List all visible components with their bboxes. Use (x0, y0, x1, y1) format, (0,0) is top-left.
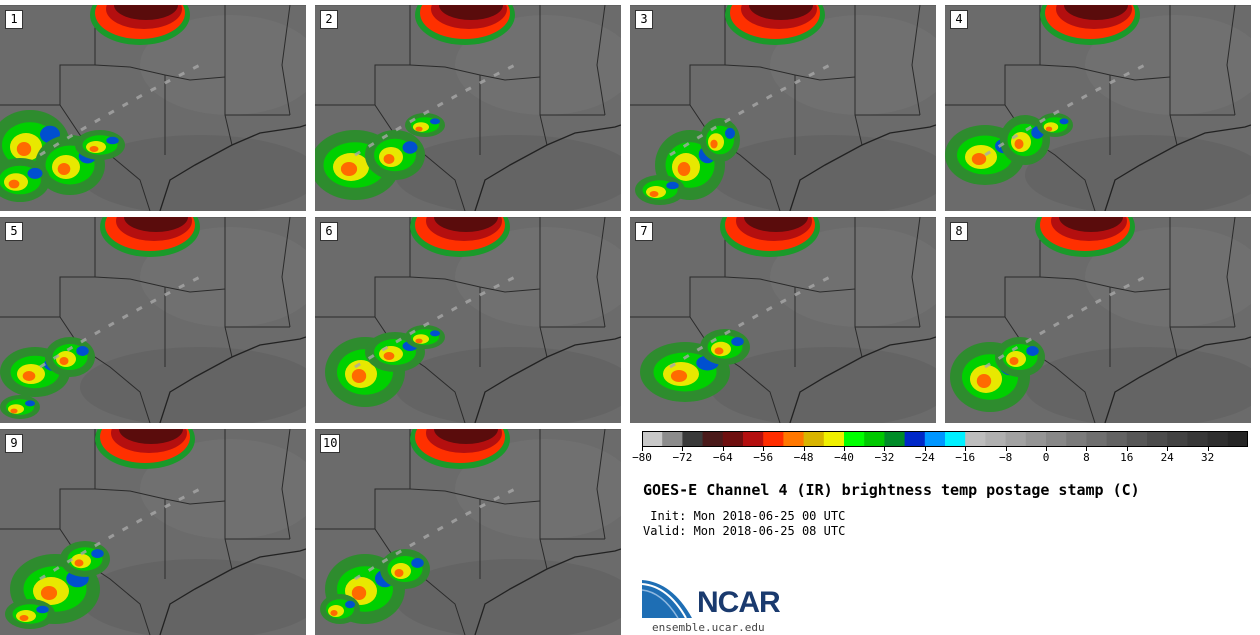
colorbar-segment (763, 431, 784, 447)
colorbar-tick-label: −24 (914, 451, 935, 464)
colorbar-tick-label: −48 (793, 451, 814, 464)
valid-time: Valid: Mon 2018-06-25 08 UTC (643, 524, 846, 538)
colorbar-tick-mark (1086, 447, 1088, 451)
colorbar-tick-mark (884, 447, 886, 451)
map-panel-10: 10 (315, 429, 621, 635)
logo-text: NCAR (697, 586, 781, 619)
colorbar-segment (702, 431, 724, 447)
map-panel-6: 6 (315, 217, 621, 423)
colorbar-tick-label: −32 (874, 451, 895, 464)
map-panel-9: 9 (0, 429, 306, 635)
colorbar-tick-mark (642, 447, 643, 451)
colorbar-segment (1025, 431, 1047, 447)
colorbar-segment (783, 431, 805, 447)
colorbar-segment (884, 431, 906, 447)
colorbar-tick-mark (965, 447, 967, 451)
colorbar-segment (945, 431, 966, 447)
site-url: ensemble.ucar.edu (652, 621, 765, 634)
map-panel-7: 7 (630, 217, 936, 423)
colorbar-segment (642, 431, 663, 447)
colorbar-tick-label: −16 (955, 451, 976, 464)
figure-title: GOES-E Channel 4 (IR) brightness temp po… (643, 481, 1140, 499)
panel-label: 9 (5, 434, 23, 453)
colorbar-tick-label: −64 (712, 451, 733, 464)
colorbar-tick-label: −72 (672, 451, 693, 464)
colorbar-segment (722, 431, 744, 447)
colorbar-segment (1187, 431, 1209, 447)
colorbar-tick-mark (924, 447, 926, 451)
colorbar-segment (1086, 431, 1108, 447)
colorbar-tick-label: 32 (1200, 451, 1215, 464)
colorbar-ticks: −80 −72 −64 −56 −48 −40 −32 −24 −16 −8 0 8 16 24 32 (632, 447, 1248, 467)
map-panel-4: 4 (945, 5, 1251, 211)
panel-label: 6 (320, 222, 338, 241)
panel-label: 5 (5, 222, 23, 241)
colorbar-segment (682, 431, 704, 447)
colorbar-segment (864, 431, 885, 447)
colorbar-tick-mark (803, 447, 805, 451)
colorbar-tick-mark (844, 447, 845, 451)
colorbar-segment (1167, 431, 1188, 447)
colorbar (642, 431, 1248, 447)
colorbar-tick-label: 16 (1120, 451, 1134, 464)
colorbar-segment (904, 431, 926, 447)
colorbar-segment (924, 431, 946, 447)
panel-label: 7 (635, 222, 653, 241)
colorbar-tick-label: 24 (1160, 451, 1174, 464)
colorbar-segment (1227, 431, 1248, 447)
map-panel-3: 3 (630, 5, 936, 211)
colorbar-segment (1046, 431, 1067, 447)
colorbar-segment (662, 431, 683, 447)
colorbar-segment (1126, 431, 1148, 447)
colorbar-tick-label: −56 (753, 451, 774, 464)
colorbar-segment (1066, 431, 1087, 447)
colorbar-tick-mark (1167, 447, 1169, 451)
colorbar-segment (1147, 431, 1168, 447)
panel-label: 10 (320, 434, 341, 453)
colorbar-segment (1207, 431, 1229, 447)
colorbar-tick-label: −8 (998, 451, 1013, 464)
map-panel-5: 5 (0, 217, 306, 423)
colorbar-segment (1005, 431, 1027, 447)
panel-label: 1 (5, 10, 23, 29)
colorbar-segment (743, 431, 764, 447)
colorbar-tick-mark (722, 447, 724, 451)
colorbar-tick-mark (763, 447, 765, 451)
colorbar-segment (1106, 431, 1128, 447)
colorbar-tick-mark (1126, 447, 1128, 451)
colorbar-segment (844, 431, 865, 447)
colorbar-tick-label: −80 (632, 451, 652, 464)
panel-label: 2 (320, 10, 338, 29)
colorbar-tick-label: 8 (1083, 451, 1090, 464)
map-panel-2: 2 (315, 5, 621, 211)
colorbar-tick-label: 0 (1042, 451, 1050, 464)
colorbar-segment (965, 431, 986, 447)
panel-label: 4 (950, 10, 968, 29)
map-panel-8: 8 (945, 217, 1251, 423)
colorbar-tick-label: −40 (834, 451, 854, 464)
init-time: Init: Mon 2018-06-25 00 UTC (643, 509, 846, 523)
panel-label: 3 (635, 10, 653, 29)
colorbar-tick-mark (1005, 447, 1007, 451)
colorbar-segment (985, 431, 1007, 447)
colorbar-tick-mark (1046, 447, 1047, 451)
panel-label: 8 (950, 222, 968, 241)
colorbar-tick-mark (1207, 447, 1209, 451)
map-panel-1: 1 (0, 5, 306, 211)
colorbar-tick-mark (682, 447, 684, 451)
colorbar-segment (803, 431, 825, 447)
colorbar-segment (823, 431, 845, 447)
ncar-logo-icon (642, 580, 692, 619)
